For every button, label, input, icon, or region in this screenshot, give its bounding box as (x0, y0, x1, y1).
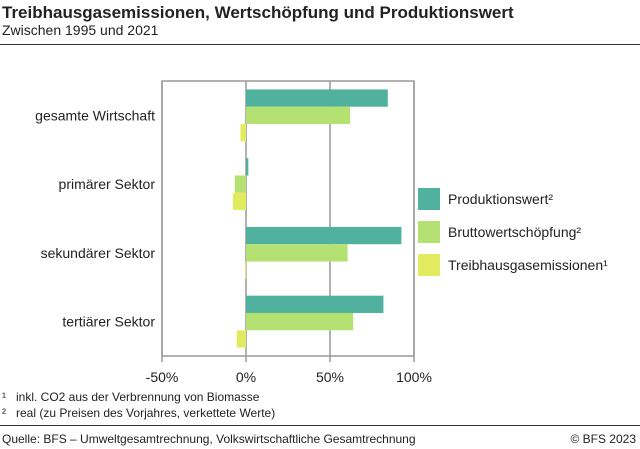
footnote-mark: ¹ (2, 390, 6, 404)
category-label: sekundärer Sektor (41, 245, 156, 261)
x-tick-label: 50% (316, 369, 344, 385)
chart-title: Treibhausgasemissionen, Wertschöpfung un… (2, 3, 514, 22)
legend-label: Bruttowertschöpfung² (448, 224, 581, 240)
category-label: gesamte Wirtschaft (35, 107, 155, 123)
bar (246, 295, 384, 313)
bar (246, 312, 354, 331)
bar (246, 89, 388, 107)
bar (246, 158, 249, 176)
bar (245, 261, 247, 279)
source: Quelle: BFS – Umweltgesamtrechnung, Volk… (2, 432, 416, 446)
legend-label: Produktionswert² (448, 191, 553, 207)
bar (236, 330, 246, 348)
footnote-2: ² real (zu Preisen des Vorjahres, verkett… (2, 406, 275, 420)
footnote-text: inkl. CO2 aus der Verbrennung von Biomas… (16, 390, 260, 404)
bar-chart: -50% 0% 50% 100% gesamte Wirtschaft primärer … (35, 80, 608, 385)
bar (232, 192, 246, 211)
legend-swatch (418, 221, 440, 243)
footnote-1: ¹ inkl. CO2 aus der Verbrennung von Bioma… (2, 390, 259, 404)
x-tick-label: 0% (236, 369, 256, 385)
category-label: primärer Sektor (59, 176, 156, 192)
footnote-mark: ² (2, 406, 6, 420)
x-tick-label: 100% (396, 369, 432, 385)
bar (246, 226, 402, 245)
legend-swatch (418, 254, 440, 276)
bar (246, 106, 351, 125)
x-tick-label: -50% (146, 369, 179, 385)
legend-label: Treibhausgasemissionen¹ (448, 257, 608, 273)
chart-subtitle: Zwischen 1995 und 2021 (2, 22, 159, 38)
footer-rule (0, 425, 640, 426)
bar (246, 244, 348, 262)
bar (240, 124, 246, 142)
copyright: © BFS 2023 (570, 432, 636, 446)
bar (234, 175, 246, 193)
category-label: tertiärer Sektor (62, 314, 155, 330)
legend-swatch (418, 188, 440, 210)
header-rule (0, 44, 640, 45)
footnote-text: real (zu Preisen des Vorjahres, verkette… (16, 406, 276, 420)
